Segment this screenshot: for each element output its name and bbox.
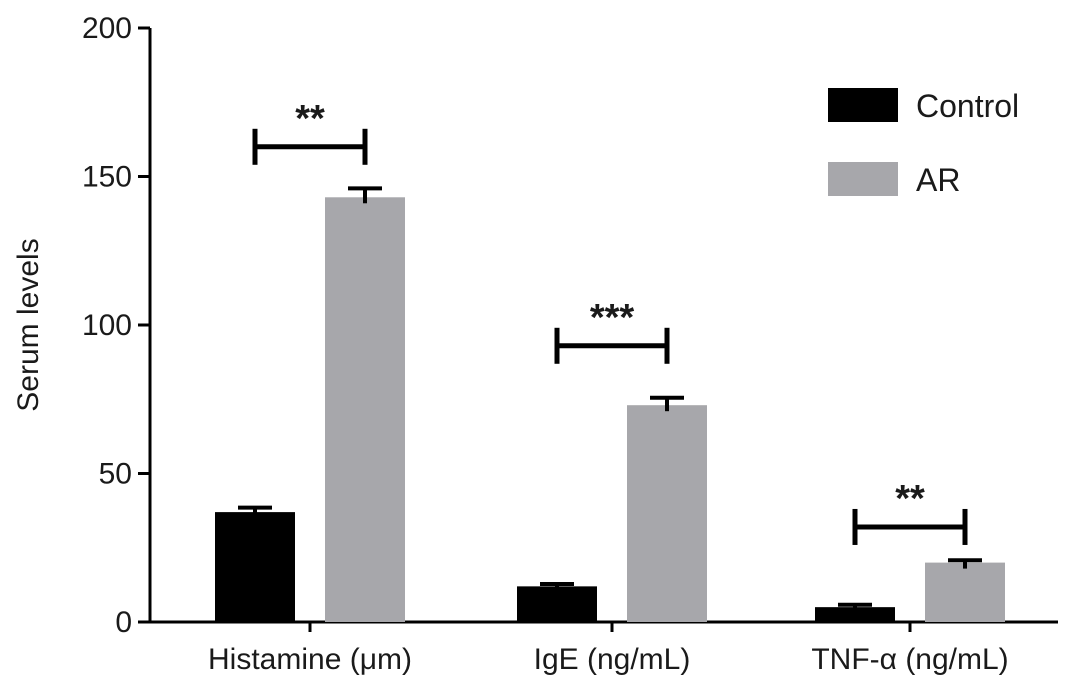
legend-swatch bbox=[828, 162, 898, 196]
y-tick-label: 0 bbox=[115, 606, 132, 639]
y-tick-label: 200 bbox=[82, 12, 132, 45]
x-tick-label: IgE (ng/mL) bbox=[534, 643, 691, 676]
x-tick-label: Histamine (μm) bbox=[208, 643, 412, 676]
significance-label: *** bbox=[590, 297, 635, 339]
y-tick-label: 150 bbox=[82, 161, 132, 194]
legend-label: AR bbox=[916, 162, 960, 198]
bar-ar bbox=[627, 405, 707, 622]
y-tick-label: 100 bbox=[82, 309, 132, 342]
bar-control bbox=[815, 607, 895, 622]
significance-label: ** bbox=[295, 98, 325, 140]
x-tick-label: TNF-α (ng/mL) bbox=[811, 643, 1008, 676]
legend: Control AR bbox=[828, 88, 1019, 198]
significance-label: ** bbox=[895, 478, 925, 520]
legend-swatch bbox=[828, 88, 898, 122]
y-axis-label: Serum levels bbox=[12, 238, 45, 411]
error-bars bbox=[238, 186, 982, 614]
bar-control bbox=[215, 512, 295, 622]
legend-label: Control bbox=[916, 88, 1019, 124]
y-axis: 0 50 100 150 200 bbox=[82, 12, 152, 639]
x-axis: Histamine (μm) IgE (ng/mL) TNF-α (ng/mL) bbox=[150, 620, 1058, 676]
bar-ar bbox=[925, 562, 1005, 622]
bars bbox=[215, 197, 1005, 623]
significance-annotations: ******* bbox=[252, 98, 968, 545]
bar-ar bbox=[325, 197, 405, 623]
y-tick-label: 50 bbox=[99, 458, 132, 491]
